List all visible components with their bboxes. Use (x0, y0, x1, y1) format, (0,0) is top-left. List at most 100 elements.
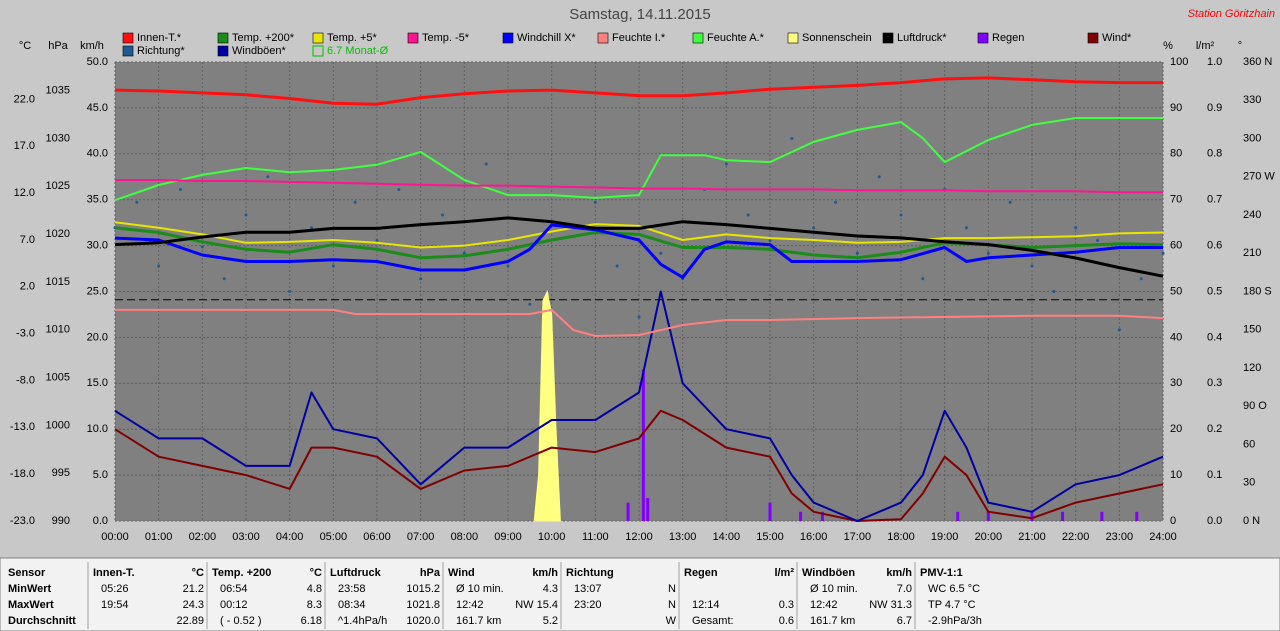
column-title: Sensor (8, 567, 46, 579)
y-tick-label: -13.0 (10, 421, 35, 433)
x-tick-label: 11:00 (582, 531, 609, 543)
direction-dot (397, 188, 401, 191)
direction-dot (1074, 226, 1078, 230)
direction-dot (266, 175, 270, 179)
legend-swatch (1087, 32, 1099, 44)
y-tick-label: 0.3 (1207, 377, 1222, 389)
x-tick-label: 00:00 (101, 531, 129, 543)
y-tick-label: 90 O (1243, 400, 1267, 412)
column-unit: l/m² (774, 567, 794, 579)
y-tick-label: 10.0 (87, 423, 108, 435)
y-tick-label: 30 (1243, 477, 1255, 489)
direction-dot (375, 239, 379, 242)
stat-value: 4.3 (543, 583, 558, 595)
y-tick-label: 100 (1170, 56, 1188, 68)
y-tick-label: 210 (1243, 247, 1261, 259)
direction-dot (528, 302, 532, 306)
series-line (114, 290, 1164, 522)
legend-swatch (217, 45, 229, 57)
direction-dot (1096, 239, 1099, 242)
x-tick-label: 24:00 (1149, 531, 1177, 543)
y-tick-label: 30.0 (87, 240, 108, 252)
y-tick-label: 70 (1170, 194, 1182, 206)
direction-dot (637, 315, 641, 319)
series-line (115, 179, 1163, 194)
stat-value: 6.18 (301, 615, 322, 627)
column-unit: °C (192, 567, 204, 579)
column-title: Richtung (566, 567, 614, 579)
stat-time: 161.7 km (810, 615, 855, 627)
axis-unit: % (1163, 40, 1173, 52)
y-tick-label: 120 (1243, 362, 1261, 374)
y-tick-label: 30 (1170, 377, 1182, 389)
direction-dot (1008, 200, 1012, 204)
direction-dot (1030, 264, 1034, 268)
y-tick-label: 60 (1170, 240, 1182, 252)
x-tick-label: 07:00 (407, 531, 435, 543)
x-tick-label: 17:00 (844, 531, 872, 543)
rain-bar (646, 498, 650, 521)
x-tick-label: 01:00 (145, 531, 173, 543)
legend-label: Luftdruck* (897, 32, 947, 44)
stat-time: 13:07 (574, 583, 602, 595)
y-tick-label: 40.0 (87, 148, 108, 160)
y-tick-label: 0 N (1243, 515, 1260, 527)
x-tick-label: 05:00 (320, 531, 348, 543)
rain-bar (1135, 511, 1139, 521)
rain-bar (820, 511, 824, 521)
axis-unit: °C (19, 40, 31, 52)
column-title: Regen (684, 567, 718, 579)
direction-dot (899, 213, 903, 217)
stat-time: 12:14 (692, 599, 720, 611)
direction-dot (812, 226, 816, 230)
legend-label: Richtung* (137, 45, 185, 57)
stat-time: 12:42 (456, 599, 484, 611)
y-tick-label: -3.0 (16, 328, 35, 340)
legend-label: Wind* (1102, 32, 1132, 44)
legend-label: Innen-T.* (137, 32, 182, 44)
stat-value: 1021.8 (406, 599, 440, 611)
direction-dot (790, 137, 794, 140)
x-tick-label: 16:00 (800, 531, 828, 543)
x-tick-label: 14:00 (713, 531, 741, 543)
legend-swatch (122, 45, 134, 57)
direction-dot (222, 277, 226, 281)
column-title: Temp. +200 (212, 567, 271, 579)
stat-value: 1020.0 (406, 615, 440, 627)
stat-time: Ø 10 min. (810, 583, 858, 595)
legend-swatch (502, 32, 514, 44)
direction-dot (746, 213, 750, 217)
stat-value: W (666, 615, 677, 627)
stat-time: 23:20 (574, 599, 602, 611)
y-tick-label: 0.9 (1207, 102, 1222, 114)
row-label: Durchschnitt (8, 615, 76, 627)
y-tick-label: -8.0 (16, 374, 35, 386)
series-line (114, 221, 1164, 249)
stats-panel (0, 557, 1280, 631)
stat-value: 4.8 (307, 583, 322, 595)
stat-time: 06:54 (220, 583, 248, 595)
stat-value: 5.2 (543, 615, 558, 627)
direction-dot (135, 200, 139, 204)
direction-dot (484, 162, 488, 166)
column-unit: km/h (532, 567, 558, 579)
column-title: PMV-1:1 (920, 567, 963, 579)
direction-dot (157, 264, 161, 268)
y-tick-label: 0.1 (1207, 469, 1222, 481)
legend-swatch (977, 32, 989, 44)
y-tick-label: 50 (1170, 285, 1182, 297)
y-tick-label: 35.0 (87, 194, 108, 206)
legend-label: Temp. +5* (327, 32, 378, 44)
direction-dot (1052, 290, 1056, 293)
x-tick-label: 12:00 (625, 531, 653, 543)
row-label: MaxWert (8, 599, 54, 611)
legend-label: Windböen* (232, 45, 287, 57)
direction-dot (768, 239, 772, 242)
column-unit: hPa (420, 567, 441, 579)
series-line (114, 216, 1164, 278)
direction-dot (834, 200, 837, 204)
stat-value: 0.3 (779, 599, 794, 611)
stat-value: 7.0 (897, 583, 912, 595)
rain-bar (986, 511, 990, 521)
direction-dot (965, 226, 968, 230)
